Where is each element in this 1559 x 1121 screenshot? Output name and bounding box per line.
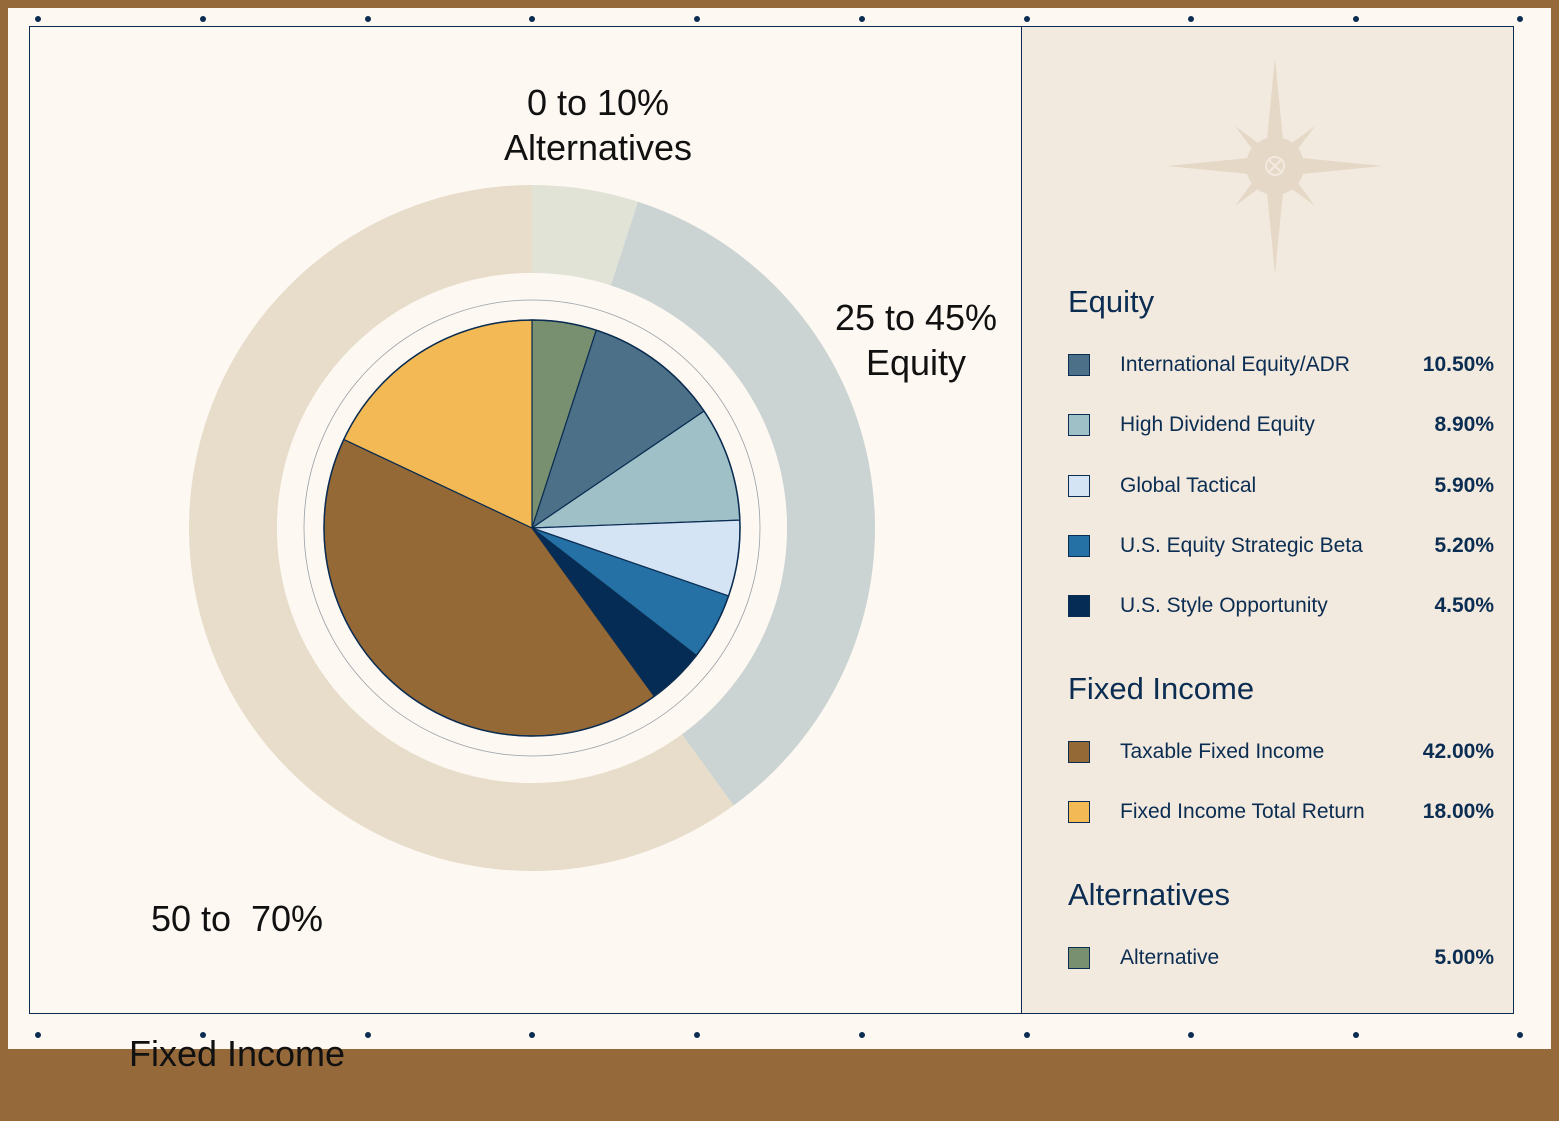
- legend-value: 4.50%: [1434, 594, 1494, 617]
- frame-border: [29, 26, 1514, 1014]
- ring-label-range: 50 to 70%: [150, 898, 324, 939]
- ring-label-name: Alternatives: [503, 127, 693, 168]
- ring-segment-fixed-income: [189, 185, 734, 871]
- legend-value: 18.00%: [1422, 800, 1494, 823]
- legend-item: International Equity/ADR 10.50%: [1068, 351, 1494, 381]
- border-dot: [1353, 16, 1359, 22]
- compass-rose-icon: [1167, 58, 1383, 274]
- border-dot: [1024, 1032, 1030, 1038]
- legend-item: Fixed Income Total Return 18.00%: [1068, 798, 1494, 828]
- ring-label-name: Equity: [865, 342, 967, 383]
- legend-value: 5.90%: [1434, 474, 1494, 497]
- donut-pie-chart: [189, 58, 1383, 871]
- legend-label: International Equity/ADR: [1120, 353, 1350, 376]
- border-dot: [1353, 1032, 1359, 1038]
- border-dot: [35, 16, 41, 22]
- ring-segment-alternatives: [532, 185, 638, 286]
- legend-value: 5.00%: [1434, 946, 1494, 969]
- border-dot: [1188, 16, 1194, 22]
- legend-label: High Dividend Equity: [1120, 413, 1315, 436]
- legend-swatch: [1068, 801, 1090, 823]
- ring-label-name: Fixed Income: [128, 1033, 346, 1074]
- border-dot: [1024, 16, 1030, 22]
- legend-group-fixed-income: Fixed Income: [1068, 671, 1255, 706]
- legend-label: Fixed Income Total Return: [1120, 800, 1365, 823]
- border-dot: [529, 16, 535, 22]
- legend-value: 5.20%: [1434, 534, 1494, 557]
- ring-label-range: 25 to 45%: [834, 297, 998, 338]
- legend-swatch: [1068, 741, 1090, 763]
- border-dot: [694, 16, 700, 22]
- ring-label-fixed-income: 50 to 70% Fixed Income: [129, 806, 345, 1121]
- legend-label: Alternative: [1120, 946, 1220, 969]
- legend-label: Taxable Fixed Income: [1120, 740, 1325, 763]
- border-dot: [365, 1032, 371, 1038]
- legend-item: Global Tactical 5.90%: [1068, 472, 1494, 502]
- border-dot: [200, 16, 206, 22]
- legend-swatch: [1068, 535, 1090, 557]
- legend-item: U.S. Equity Strategic Beta 5.20%: [1068, 532, 1494, 562]
- legend-value: 42.00%: [1422, 740, 1494, 763]
- legend-label: Global Tactical: [1120, 474, 1257, 497]
- ring-segment-equity: [610, 201, 876, 806]
- legend-value: 8.90%: [1434, 413, 1494, 436]
- border-dot: [694, 1032, 700, 1038]
- guide-ring: [303, 299, 761, 757]
- border-dot: [529, 1032, 535, 1038]
- legend-item: High Dividend Equity 8.90%: [1068, 411, 1494, 441]
- border-dot: [859, 16, 865, 22]
- legend-item: U.S. Style Opportunity 4.50%: [1068, 592, 1494, 622]
- border-dot: [200, 1032, 206, 1038]
- legend-value: 10.50%: [1422, 353, 1494, 376]
- border-dot: [1188, 1032, 1194, 1038]
- legend-swatch: [1068, 414, 1090, 436]
- pie-outline: [323, 319, 741, 737]
- legend-swatch: [1068, 475, 1090, 497]
- legend-label: U.S. Equity Strategic Beta: [1120, 534, 1363, 557]
- border-dot: [1517, 1032, 1523, 1038]
- border-dot: [859, 1032, 865, 1038]
- legend-swatch: [1068, 354, 1090, 376]
- legend-item: Alternative 5.00%: [1068, 944, 1494, 974]
- legend-swatch: [1068, 947, 1090, 969]
- legend-swatch: [1068, 595, 1090, 617]
- border-dot: [1517, 16, 1523, 22]
- legend-item: Taxable Fixed Income 42.00%: [1068, 738, 1494, 768]
- ring-label-range: 0 to 10%: [526, 82, 670, 123]
- ring-label-alternatives: 0 to 10% Alternatives: [504, 80, 692, 170]
- legend-label: U.S. Style Opportunity: [1120, 594, 1328, 617]
- border-dot: [365, 16, 371, 22]
- border-dot: [35, 1032, 41, 1038]
- legend-group-equity: Equity: [1068, 284, 1155, 319]
- legend-group-alternatives: Alternatives: [1068, 877, 1230, 912]
- ring-label-equity: 25 to 45% Equity: [835, 295, 997, 385]
